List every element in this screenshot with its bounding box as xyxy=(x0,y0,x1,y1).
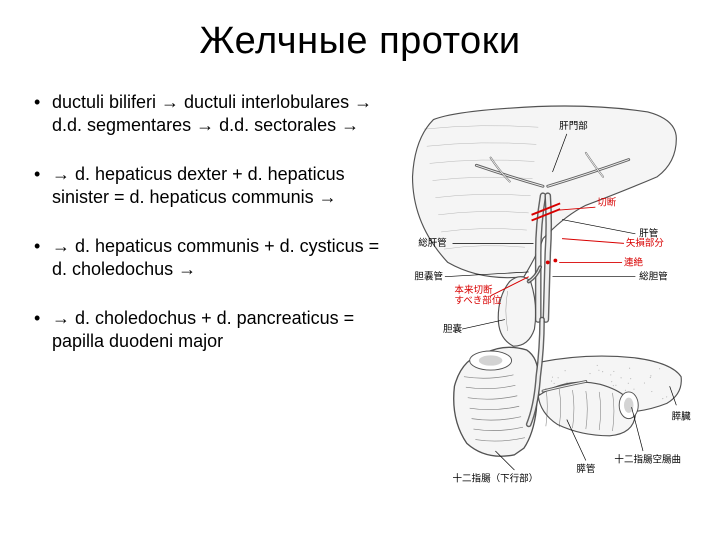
anatomy-diagram: 肝門部総肝管胆嚢管胆嚢肝管総胆管十二指腸（下行部）膵管十二指腸空腸曲膵臓切断矢損… xyxy=(388,91,698,491)
bullet-item: → d. hepaticus communis + d. cysticus = … xyxy=(30,235,380,281)
svg-text:連絶: 連絶 xyxy=(624,256,644,268)
bullet-item: → d. choledochus + d. pancreaticus = pap… xyxy=(30,307,380,353)
svg-text:本来切断: 本来切断 xyxy=(454,284,493,296)
svg-text:総胆管: 総胆管 xyxy=(639,271,668,283)
slide-title: Желчные протоки xyxy=(30,20,690,63)
bullet-list: ductuli biliferi → ductuli interlobulare… xyxy=(30,91,388,379)
svg-text:胆嚢管: 胆嚢管 xyxy=(414,271,443,283)
svg-text:肝門部: 肝門部 xyxy=(559,120,588,132)
bullet-item: ductuli biliferi → ductuli interlobulare… xyxy=(30,91,380,137)
svg-text:矢損部分: 矢損部分 xyxy=(626,237,665,249)
slide: Желчные протоки ductuli biliferi → ductu… xyxy=(0,0,720,540)
content-row: ductuli biliferi → ductuli interlobulare… xyxy=(30,91,690,491)
svg-text:胆嚢: 胆嚢 xyxy=(443,323,463,335)
svg-text:十二指腸（下行部）: 十二指腸（下行部） xyxy=(453,472,539,484)
bullet-item: → d. hepaticus dexter + d. hepaticus sin… xyxy=(30,163,380,209)
svg-text:膵管: 膵管 xyxy=(576,463,595,475)
svg-text:すべき部位: すべき部位 xyxy=(454,294,501,306)
svg-text:十二指腸空腸曲: 十二指腸空腸曲 xyxy=(614,453,681,465)
svg-text:総肝管: 総肝管 xyxy=(418,237,447,249)
svg-text:膵臓: 膵臓 xyxy=(672,412,692,423)
anatomy-svg: 肝門部総肝管胆嚢管胆嚢肝管総胆管十二指腸（下行部）膵管十二指腸空腸曲膵臓切断矢損… xyxy=(388,91,698,491)
svg-text:切断: 切断 xyxy=(597,196,617,208)
